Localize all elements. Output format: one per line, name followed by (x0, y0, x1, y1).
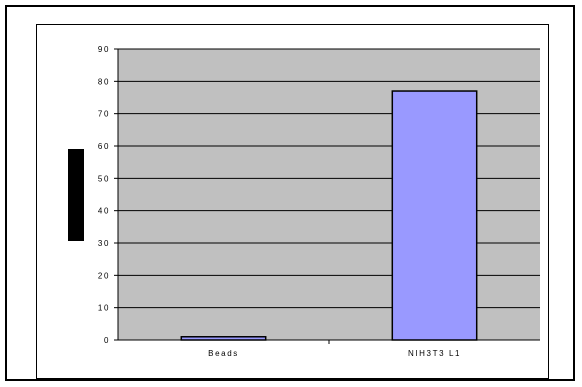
y-tick-label: 0 (104, 336, 110, 345)
y-tick-label: 10 (98, 304, 110, 313)
y-axis-label-redacted-bar (68, 149, 84, 241)
y-tick-label: 20 (98, 271, 110, 280)
y-tick-label: 80 (98, 77, 110, 86)
y-tick-label: 60 (98, 142, 110, 151)
x-tick-label: NIH3T3 L1 (408, 349, 461, 358)
bar-nih3t3-l1 (391, 90, 478, 341)
y-tick-label: 30 (98, 239, 110, 248)
bar-beads (180, 336, 267, 341)
y-tick-label: 40 (98, 207, 110, 216)
y-tick-label: 70 (98, 110, 110, 119)
x-tick-label: Beads (208, 349, 239, 358)
y-tick-label: 90 (98, 45, 110, 54)
y-tick-label: 50 (98, 174, 110, 183)
